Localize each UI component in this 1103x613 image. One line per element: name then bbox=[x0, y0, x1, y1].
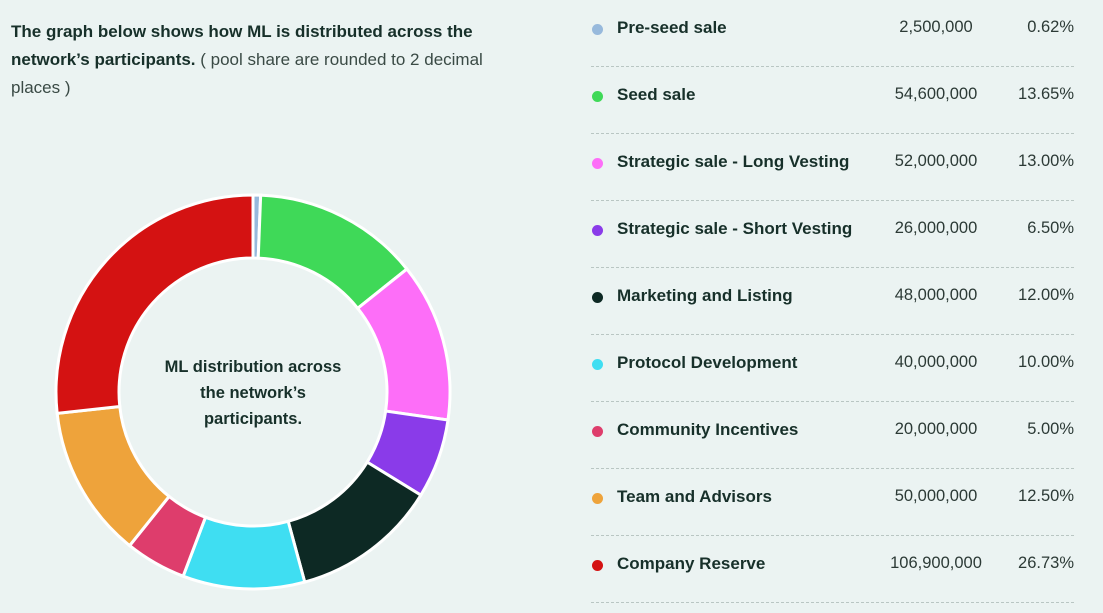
legend-label: Strategic sale - Short Vesting bbox=[617, 219, 853, 238]
legend-amount: 40,000,000 bbox=[894, 353, 978, 371]
legend-percent: 5.00% bbox=[1027, 420, 1074, 438]
legend-amount: 52,000,000 bbox=[894, 152, 978, 170]
legend-label: Protocol Development bbox=[617, 353, 798, 372]
donut-chart bbox=[54, 193, 452, 591]
legend-percent: 13.00% bbox=[1018, 152, 1074, 170]
legend-dot bbox=[592, 91, 603, 102]
legend-percent: 6.50% bbox=[1027, 219, 1074, 237]
legend-amount: 2,500,000 bbox=[899, 18, 973, 36]
legend-amount: 48,000,000 bbox=[894, 286, 978, 304]
legend-percent: 26.73% bbox=[1018, 554, 1074, 572]
legend-label: Pre-seed sale bbox=[617, 18, 727, 37]
legend-row: Team and Advisors 50,000,000 12.50% bbox=[591, 469, 1074, 536]
legend-label: Company Reserve bbox=[617, 554, 766, 573]
legend-label: Seed sale bbox=[617, 85, 696, 104]
legend-amount: 50,000,000 bbox=[894, 487, 978, 505]
legend-row: Community Incentives 20,000,000 5.00% bbox=[591, 402, 1074, 469]
legend-dot bbox=[592, 560, 603, 571]
legend-row: Seed sale 54,600,000 13.65% bbox=[591, 67, 1074, 134]
legend-percent: 12.00% bbox=[1018, 286, 1074, 304]
legend-dot bbox=[592, 493, 603, 504]
legend-amount: 54,600,000 bbox=[894, 85, 978, 103]
donut-center-label: ML distribution across the network’s par… bbox=[164, 358, 342, 428]
intro-text: The graph below shows how ML is distribu… bbox=[11, 18, 531, 102]
legend-dot bbox=[592, 359, 603, 370]
legend-row: Strategic sale - Short Vesting 26,000,00… bbox=[591, 201, 1074, 268]
legend-percent: 13.65% bbox=[1018, 85, 1074, 103]
legend-dot bbox=[592, 158, 603, 169]
legend-percent: 10.00% bbox=[1018, 353, 1074, 371]
legend-percent: 12.50% bbox=[1018, 487, 1074, 505]
legend-dot bbox=[592, 292, 603, 303]
legend-amount: 20,000,000 bbox=[894, 420, 978, 438]
legend-list: Pre-seed sale 2,500,000 0.62% Seed sale … bbox=[591, 0, 1074, 603]
legend-row: Protocol Development 40,000,000 10.00% bbox=[591, 335, 1074, 402]
legend-row: Strategic sale - Long Vesting 52,000,000… bbox=[591, 134, 1074, 201]
intro-note: ( pool share are rounded to 2 decimal pl… bbox=[11, 50, 483, 97]
legend-dot bbox=[592, 426, 603, 437]
legend-label: Marketing and Listing bbox=[617, 286, 793, 305]
legend-percent: 0.62% bbox=[1027, 18, 1074, 36]
legend-dot bbox=[592, 24, 603, 35]
donut-slice bbox=[54, 193, 255, 416]
legend-amount: 106,900,000 bbox=[890, 554, 982, 572]
legend-label: Team and Advisors bbox=[617, 487, 772, 506]
legend-row: Company Reserve 106,900,000 26.73% bbox=[591, 536, 1074, 603]
legend-label: Strategic sale - Long Vesting bbox=[617, 152, 850, 171]
legend-label: Community Incentives bbox=[617, 420, 799, 439]
legend-row: Marketing and Listing 48,000,000 12.00% bbox=[591, 268, 1074, 335]
legend-dot bbox=[592, 225, 603, 236]
legend-row: Pre-seed sale 2,500,000 0.62% bbox=[591, 0, 1074, 67]
intro-bold: The graph below shows how ML is distribu… bbox=[11, 22, 473, 69]
legend-amount: 26,000,000 bbox=[894, 219, 978, 237]
